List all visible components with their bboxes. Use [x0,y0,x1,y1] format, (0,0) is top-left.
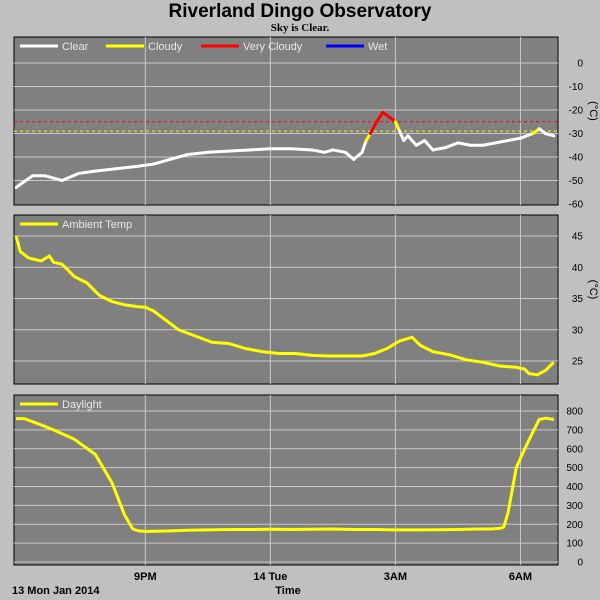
y-tick-label: 0 [577,59,583,70]
y-tick-label: 35 [572,294,584,305]
plot-panel-0 [13,36,559,206]
sky-series-segment [289,147,314,152]
y-tick-label: 200 [566,520,583,531]
x-tick-label: 14 Tue [253,571,287,583]
y-tick-label: 600 [566,444,583,455]
legend-label: Cloudy [148,41,183,53]
sky-series-segment [375,110,385,124]
sky-series-segment [20,174,35,185]
legend-label: Daylight [62,399,102,411]
sky-series-segment [43,174,64,182]
sky-series-segment [406,134,418,147]
sky-series-segment [393,120,402,133]
y-tick-label: 25 [572,357,584,368]
y-unit-label: (°C) [587,280,599,300]
sky-series-segment [398,129,406,143]
y-tick-label: 700 [566,425,583,436]
sky-series-segment [443,141,460,150]
sky-series-segment [331,148,347,154]
sky-series-segment [185,150,210,157]
sky-series-segment [368,120,379,135]
sky-series-segment [135,162,156,168]
sky-series-segment [423,139,435,152]
sky-series-segment [343,150,356,161]
sky-series-segment [168,153,189,161]
plot-panel-1 [13,214,559,385]
y-tick-label: -50 [569,176,584,187]
sky-status: Sky is Clear. [270,22,330,34]
y-tick-label: 0 [577,558,583,569]
sky-series-segment [114,164,139,171]
sky-series-segment [206,149,231,154]
sky-series-segment [227,148,252,153]
y-tick-label: -30 [569,129,584,140]
legend-label: Very Cloudy [243,41,303,53]
y-tick-label: 40 [572,263,584,274]
x-tick-label: 9PM [134,571,157,583]
y-tick-label: -40 [569,153,584,164]
legend-label: Wet [368,41,387,53]
sky-series-segment [352,150,364,161]
y-unit-label: (°C) [587,101,599,121]
plot-panel-2 [13,394,559,566]
y-tick-label: 800 [566,407,583,418]
sky-series-segment [60,171,81,182]
legend-label: Clear [62,41,89,53]
y-tick-label: -20 [569,106,584,117]
x-axis-title: Time [275,585,300,597]
sky-series-segment [506,136,522,143]
sky-series-segment [431,146,447,152]
sky-series-segment [360,139,368,154]
y-tick-label: 400 [566,482,583,493]
sky-series-segment [310,148,327,154]
y-tick-label: -10 [569,82,584,93]
series-line-daylight [16,416,555,533]
sky-series-segment [93,167,118,173]
x-tick-label: 6AM [509,571,532,583]
y-tick-label: 30 [572,325,584,336]
sky-series-segment [456,141,472,147]
legend-label: Ambient Temp [62,219,132,231]
series-line-ambient-temp [14,235,555,377]
sky-series-segment [152,157,172,166]
y-tick-label: 500 [566,463,583,474]
y-tick-label: 45 [572,232,584,243]
y-tick-label: 100 [566,539,583,550]
sky-series-segment [543,132,556,138]
sky-series-segment [77,169,97,175]
page-title: Riverland Dingo Observatory [168,1,432,22]
x-tick-label: 3AM [384,571,407,583]
sky-series-segment [248,147,272,152]
y-tick-label: 300 [566,501,583,512]
x-start-date-label: 13 Mon Jan 2014 [12,585,100,597]
sky-series-segment [493,139,510,145]
sky-series-segment [414,139,427,147]
sky-series-segment [518,132,535,140]
sky-series-segment [481,141,497,147]
y-tick-label: -60 [569,200,584,211]
